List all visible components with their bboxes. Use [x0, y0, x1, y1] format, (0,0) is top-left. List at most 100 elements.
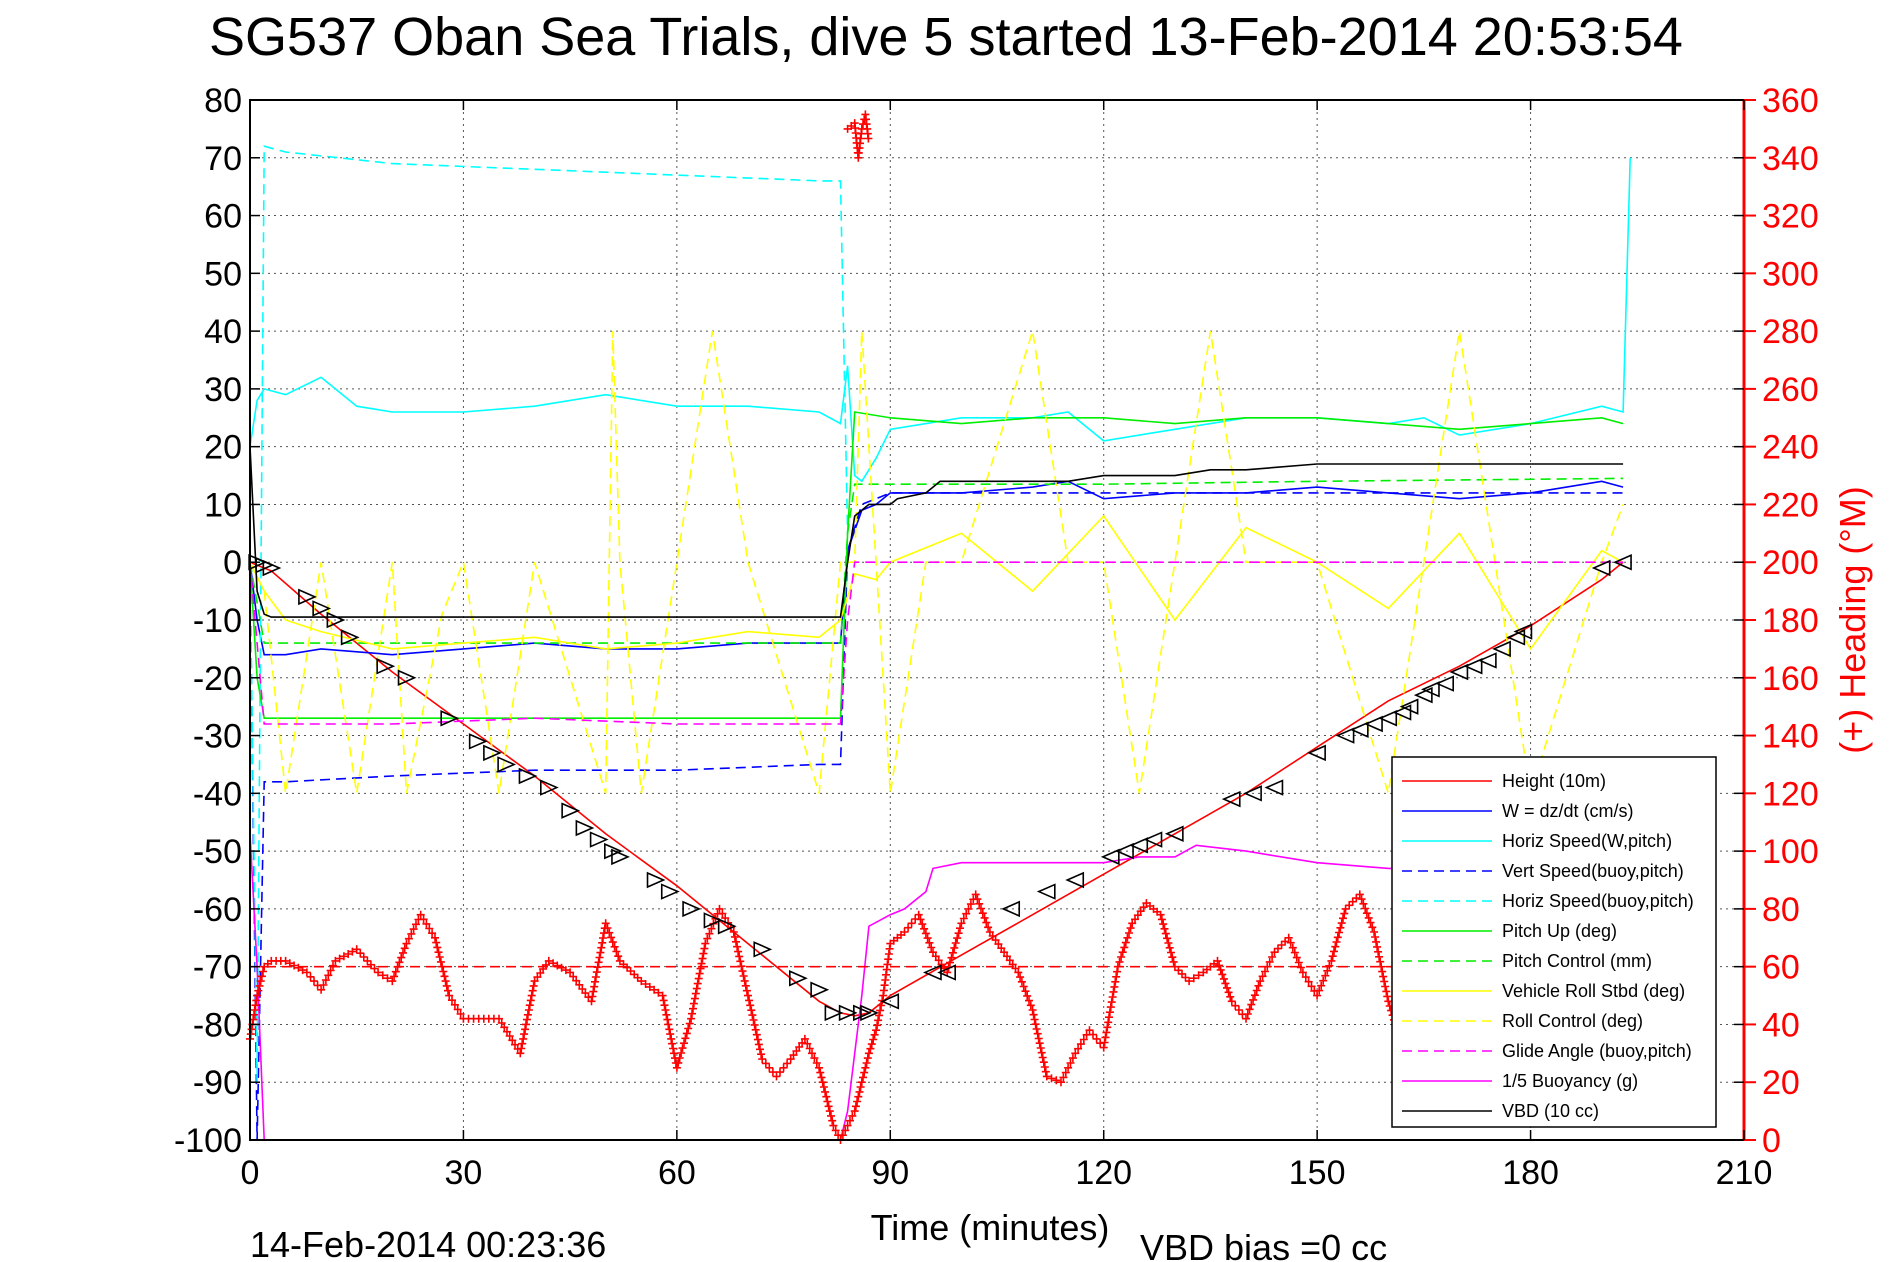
heading-point [1074, 1044, 1083, 1053]
heading-point [1223, 983, 1231, 992]
heading-point [1110, 982, 1119, 991]
left-tick-label: -30 [193, 718, 242, 756]
heading-point [416, 910, 425, 919]
heading-point [744, 991, 752, 1000]
heading-point [1112, 972, 1121, 981]
series-pitch-control-mm [249, 477, 1624, 644]
heading-point [948, 948, 957, 957]
heading-point [732, 937, 740, 946]
heading-point [601, 919, 610, 928]
heading-point [821, 1087, 830, 1096]
heading-point [810, 1054, 819, 1063]
triangle-marker [483, 744, 502, 762]
heading-point [383, 974, 392, 983]
heading-point [1330, 947, 1338, 956]
triangle-marker [1413, 686, 1433, 704]
heading-point [339, 952, 348, 961]
heading-point [1019, 982, 1028, 991]
heading-point [1139, 903, 1148, 912]
heading-point [596, 948, 605, 957]
heading-point [851, 1102, 860, 1111]
heading-point [860, 1068, 869, 1077]
heading-point [422, 919, 431, 928]
heading-point [872, 1026, 881, 1035]
left-tick-label: 50 [204, 255, 242, 293]
heading-point [607, 933, 616, 942]
heading-point [666, 1030, 675, 1039]
heading-point [1036, 1044, 1045, 1052]
right-tick-label: 240 [1762, 429, 1819, 467]
heading-point [1373, 942, 1382, 951]
heading-point [1277, 941, 1286, 949]
legend-label: 1/5 Buoyancy (g) [1502, 1071, 1638, 1091]
x-tick-label: 120 [1075, 1154, 1132, 1192]
heading-point [575, 980, 584, 989]
heading-point [1379, 972, 1388, 981]
heading-point [691, 989, 700, 998]
heading-point [693, 979, 702, 988]
heading-point [441, 977, 450, 986]
heading-point [978, 909, 987, 918]
right-tick-label: 220 [1762, 486, 1819, 524]
triangle-marker [1399, 698, 1419, 715]
heading-point [823, 1097, 832, 1106]
heading-point [1339, 914, 1347, 923]
heading-point [678, 1044, 687, 1053]
heading-point [733, 942, 742, 951]
heading-point [827, 1111, 835, 1120]
triangle-marker [1613, 553, 1632, 571]
heading-point [689, 999, 698, 1008]
heading-point [1380, 977, 1389, 986]
heading-point [838, 1131, 847, 1140]
heading-point [817, 1073, 826, 1082]
heading-point [768, 1068, 777, 1077]
legend-label: Horiz Speed(buoy,pitch) [1502, 891, 1694, 911]
heading-point [521, 1025, 530, 1034]
x-tick-label: 60 [658, 1154, 696, 1192]
triangle-marker [376, 657, 396, 675]
x-tick-label: 180 [1502, 1154, 1559, 1192]
triangle-marker [824, 1004, 844, 1022]
right-tick-label: 160 [1762, 660, 1819, 698]
triangle-marker [1364, 715, 1383, 733]
heading-point [1023, 991, 1032, 1000]
heading-point [1336, 923, 1345, 932]
heading-point [843, 1121, 852, 1130]
heading-point [818, 1078, 827, 1087]
heading-point [1288, 943, 1297, 952]
legend-label: Vehicle Roll Stbd (deg) [1502, 981, 1685, 1001]
heading-point [1298, 968, 1307, 977]
triangle-marker [611, 848, 630, 866]
heading-point [1258, 972, 1267, 981]
heading-point [1163, 934, 1172, 943]
heading-point [453, 1005, 462, 1014]
triangle-marker [1129, 837, 1149, 854]
heading-point [319, 981, 328, 989]
left-tick-label: -60 [193, 891, 242, 929]
left-tick-label: -50 [193, 833, 242, 871]
heading-point [1059, 1073, 1068, 1082]
heading-point [1108, 993, 1117, 1001]
heading-point [1227, 997, 1236, 1006]
heading-point [566, 968, 575, 977]
heading-point [772, 1072, 781, 1081]
heading-point [610, 942, 619, 951]
triangle-marker [810, 981, 830, 999]
heading-point [256, 977, 265, 986]
heading-point [1029, 1010, 1038, 1019]
heading-point [578, 985, 587, 993]
heading-point [436, 957, 445, 966]
right-tick-label: 300 [1762, 255, 1819, 293]
heading-point [701, 939, 710, 948]
heading-point [870, 1030, 879, 1039]
heading-point [1000, 948, 1009, 957]
heading-point [828, 1116, 837, 1125]
heading-point [1040, 1063, 1049, 1071]
heading-point [856, 1083, 865, 1091]
heading-point [637, 977, 646, 986]
heading-point [900, 928, 909, 936]
triangle-marker [1463, 657, 1483, 675]
heading-point [675, 1054, 684, 1062]
heading-point [253, 991, 262, 1000]
heading-point [873, 1021, 882, 1030]
